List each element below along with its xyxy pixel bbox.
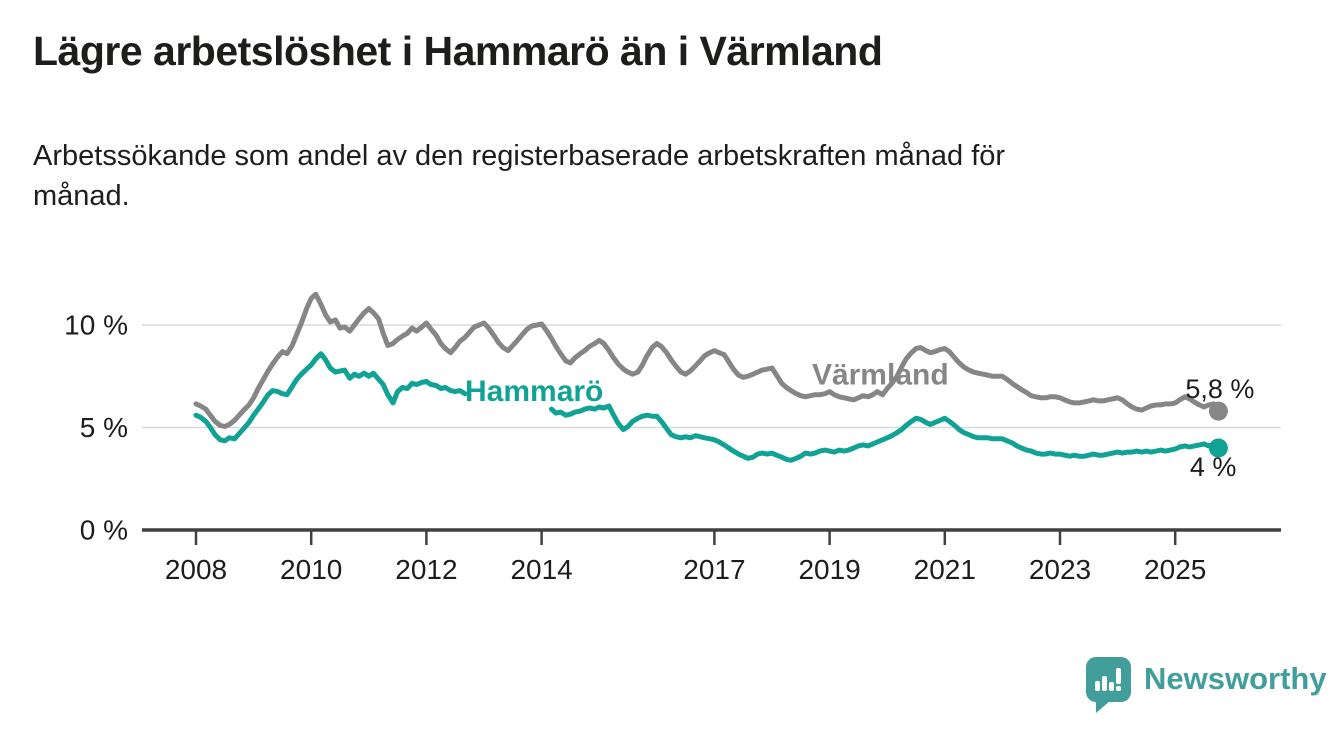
x-tick-label: 2017 bbox=[683, 554, 745, 585]
newsworthy-logo: Newsworthy bbox=[1086, 655, 1327, 713]
newsworthy-bubble-barchart-icon bbox=[1086, 656, 1131, 713]
series-line-varmland bbox=[193, 291, 1221, 429]
series-label-varmland: Värmland bbox=[812, 359, 949, 392]
series-line-hammaro bbox=[548, 403, 1221, 463]
newsworthy-logo-text: Newsworthy bbox=[1144, 661, 1327, 696]
chart-subtitle: Arbetssökande som andel av den registerb… bbox=[33, 136, 1283, 216]
chart-subtitle-line-2: månad. bbox=[33, 180, 130, 212]
end-value-label-varmland: 5,8 % bbox=[1185, 374, 1254, 404]
y-tick-label: 10 % bbox=[64, 310, 128, 341]
end-value-label-hammaro: 4 % bbox=[1190, 452, 1237, 482]
x-tick-label: 2021 bbox=[914, 554, 976, 585]
x-tick-label: 2010 bbox=[280, 554, 342, 585]
series-end-dot-hammaro bbox=[1208, 438, 1228, 458]
y-tick-label: 5 % bbox=[80, 412, 128, 443]
x-tick-label: 2023 bbox=[1029, 554, 1091, 585]
series-label-hammaro: Hammarö bbox=[465, 375, 603, 408]
chart-subtitle-line-1: Arbetssökande som andel av den registerb… bbox=[33, 140, 1006, 172]
x-tick-label: 2014 bbox=[510, 554, 572, 585]
y-tick-label: 0 % bbox=[80, 515, 128, 546]
series-line-hammaro bbox=[193, 351, 468, 444]
x-tick-label: 2025 bbox=[1144, 554, 1206, 585]
x-tick-label: 2019 bbox=[798, 554, 860, 585]
x-tick-label: 2012 bbox=[395, 554, 457, 585]
x-tick-label: 2008 bbox=[165, 554, 227, 585]
series-end-dot-varmland bbox=[1208, 401, 1228, 421]
page-title: Lägre arbetslöshet i Hammarö än i Värmla… bbox=[33, 28, 883, 74]
